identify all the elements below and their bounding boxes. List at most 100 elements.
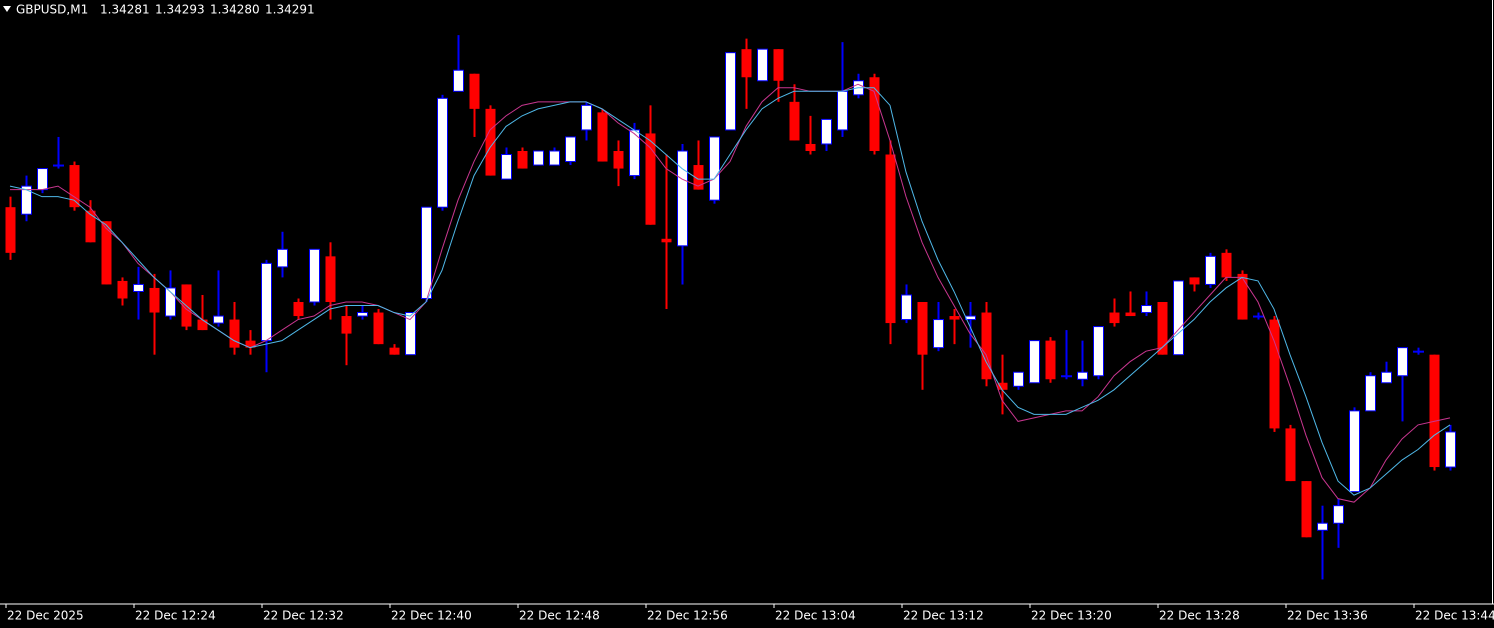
candle-body (565, 136, 576, 163)
candle-body (741, 49, 752, 78)
candle-body (53, 164, 64, 167)
x-tick-label: 22 Dec 12:56 (647, 609, 728, 623)
candle-body (149, 287, 160, 313)
x-tick-label: 22 Dec 12:32 (263, 609, 344, 623)
candle-body (837, 90, 848, 131)
candle-body (821, 118, 832, 145)
candle-body (1077, 371, 1088, 380)
candle-body (229, 319, 240, 348)
candle-body (1285, 428, 1296, 482)
candle-body (1301, 481, 1312, 538)
candle-body (405, 312, 416, 356)
chart-title: GBPUSD,M1 (16, 3, 88, 17)
candle-body (1349, 410, 1360, 493)
candle-body (933, 319, 944, 349)
x-tick-label: 22 Dec 13:28 (1159, 609, 1240, 623)
candle-body (1093, 326, 1104, 377)
candle-body (1173, 280, 1184, 356)
candle-body (949, 316, 960, 320)
candle-body (773, 49, 784, 81)
candle-body (1413, 350, 1424, 353)
candle-body (117, 280, 128, 299)
x-tick-label: 22 Dec 13:04 (775, 609, 856, 623)
candle-body (1061, 375, 1072, 378)
x-tick-label: 22 Dec 13:20 (1031, 609, 1112, 623)
candle-body (805, 143, 816, 151)
candle-body (261, 262, 272, 342)
candle-body (885, 154, 896, 324)
candle-body (197, 319, 208, 331)
candle-body (901, 294, 912, 321)
candle-body (293, 302, 304, 317)
candle-body (1045, 340, 1056, 380)
candle-body (165, 287, 176, 317)
candle-body (549, 150, 560, 166)
candle-body (1269, 319, 1280, 429)
candle-body (213, 315, 224, 324)
candle-body (645, 133, 656, 225)
candle-body (21, 185, 32, 215)
candle-body (133, 283, 144, 292)
candle-body (357, 312, 368, 317)
candle-body (1157, 302, 1168, 355)
candle-body (1397, 347, 1408, 377)
candle-body (1013, 371, 1024, 387)
x-tick-label: 22 Dec 13:12 (903, 609, 984, 623)
candle-body (581, 104, 592, 131)
candle-body (613, 151, 624, 169)
candle-body (453, 69, 464, 92)
candle-body (421, 206, 432, 299)
candle-body (309, 248, 320, 303)
x-tick-label: 22 Dec 12:40 (391, 609, 472, 623)
candle-body (789, 101, 800, 141)
candle-body (245, 340, 256, 348)
header-quote: 1.34293 (155, 3, 205, 17)
candle-body (1317, 522, 1328, 531)
moving-average (9, 87, 1451, 496)
candle-body (1365, 375, 1376, 412)
candle-body (373, 312, 384, 345)
header-quote: 1.34291 (265, 3, 315, 17)
candle-body (533, 150, 544, 166)
header-quote: 1.34280 (210, 3, 260, 17)
candle-body (85, 210, 96, 243)
candle-body (389, 347, 400, 355)
x-tick-label: 22 Dec 2025 (7, 609, 84, 623)
candle-body (469, 73, 480, 109)
candle-body (501, 154, 512, 180)
candle-body (597, 112, 608, 162)
candle-body (437, 97, 448, 208)
candle-body (677, 150, 688, 247)
candle-body (693, 165, 704, 190)
header-arrow[interactable] (3, 6, 11, 12)
candle-body (69, 165, 80, 208)
candle-body (1429, 354, 1440, 468)
candle-body (37, 168, 48, 191)
candle-body (277, 248, 288, 268)
candle-body (757, 48, 768, 82)
candle-body (997, 382, 1008, 390)
x-tick-label: 22 Dec 12:48 (519, 609, 600, 623)
candle-body (517, 151, 528, 169)
x-tick-label: 22 Dec 13:44 (1415, 609, 1494, 623)
candle-body (325, 256, 336, 302)
candle-body (981, 312, 992, 380)
candle-body (341, 316, 352, 334)
candle-body (1029, 340, 1040, 384)
candle-body (725, 52, 736, 131)
candle-body (1381, 371, 1392, 384)
candle-body (869, 77, 880, 151)
candle-body (661, 238, 672, 243)
candle-body (1125, 312, 1136, 317)
x-tick-label: 22 Dec 12:24 (135, 609, 216, 623)
candle-body (1141, 305, 1152, 314)
header-quote: 1.34281 (100, 3, 150, 17)
candle-body (1109, 312, 1120, 324)
candle-body (709, 136, 720, 201)
candle-body (485, 108, 496, 176)
candle-body (1205, 255, 1216, 285)
candle-body (1189, 277, 1200, 285)
candle-body (1333, 505, 1344, 524)
